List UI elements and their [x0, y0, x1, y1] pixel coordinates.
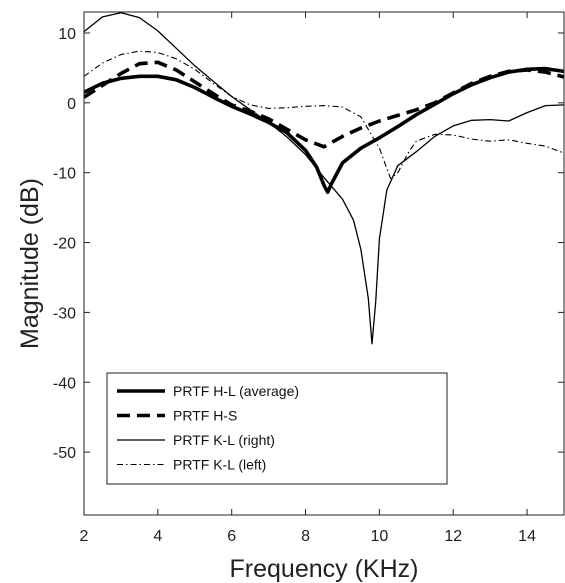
series-layer	[83, 12, 565, 345]
y-axis-title: Magnitude (dB)	[16, 178, 44, 349]
legend: PRTF H-L (average) PRTF H-S PRTF K-L (righ…	[106, 372, 448, 485]
y-tick-label: 10	[58, 26, 76, 43]
legend-label-prtf-h-l-average: PRTF H-L (average)	[173, 383, 299, 399]
y-tick-label: -40	[53, 375, 76, 392]
x-tick-label: 10	[370, 528, 388, 545]
series-line-prtf-k-l-left	[83, 50, 565, 179]
plot-area-frame	[83, 11, 565, 516]
y-tick-label: -30	[53, 305, 76, 322]
y-tick-label: -10	[53, 166, 76, 183]
x-axis-title: Frequency (KHz)	[230, 555, 419, 583]
series-line-prtf-h-s	[83, 60, 565, 149]
x-tick-label: 2	[80, 528, 89, 545]
legend-label-prtf-k-l-right: PRTF K-L (right)	[173, 432, 275, 448]
x-tick-label: 8	[301, 528, 310, 545]
legend-label-prtf-k-l-left: PRTF K-L (left)	[173, 457, 266, 473]
x-tick-label: 6	[227, 528, 236, 545]
series-line-prtf-h-l-average	[83, 66, 565, 194]
x-tick-label: 4	[153, 528, 162, 545]
y-tick-label: 0	[67, 96, 76, 113]
axis-ticks: 2 4 6 8 10 12 14 10 0 -10 -20 -30 -40 -50	[53, 12, 564, 545]
x-tick-label: 14	[518, 528, 536, 545]
x-tick-label: 12	[444, 528, 462, 545]
y-tick-label: -50	[53, 445, 76, 462]
legend-label-prtf-h-s: PRTF H-S	[173, 408, 237, 424]
series-line-prtf-k-l-right	[83, 12, 565, 345]
y-tick-label: -20	[53, 236, 76, 253]
